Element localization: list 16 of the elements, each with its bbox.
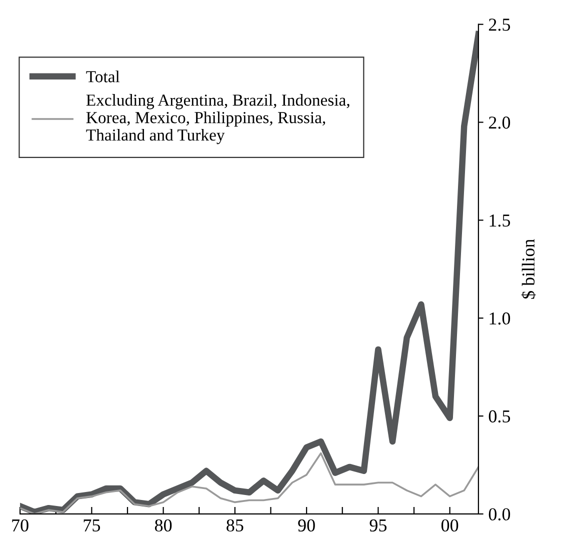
y-axis-title: $ billion xyxy=(521,239,536,299)
x-tick-label: 75 xyxy=(84,520,100,532)
x-tick-label: 90 xyxy=(298,519,315,532)
legend-label: Total xyxy=(86,70,120,82)
x-tick-label: 00 xyxy=(441,519,458,532)
x-tick-label: 70 xyxy=(12,519,28,532)
y-tick-label: 0.5 xyxy=(488,410,510,423)
y-tick-label: 2.5 xyxy=(488,18,510,31)
x-tick-label: 85 xyxy=(226,519,244,532)
x-tick-label: 80 xyxy=(154,519,172,532)
y-tick-label: 1.0 xyxy=(490,312,510,325)
y-tick-label: 0.0 xyxy=(488,508,510,520)
legend-label: Excluding Argentina, Brazil, Indonesia, Korea, Mexico, Philippines, Russia, Thailand and Turkey xyxy=(86,94,350,144)
x-tick-label: 95 xyxy=(370,519,387,532)
y-tick-label: 2.0 xyxy=(488,116,510,129)
y-tick-label: 1.5 xyxy=(490,214,510,227)
